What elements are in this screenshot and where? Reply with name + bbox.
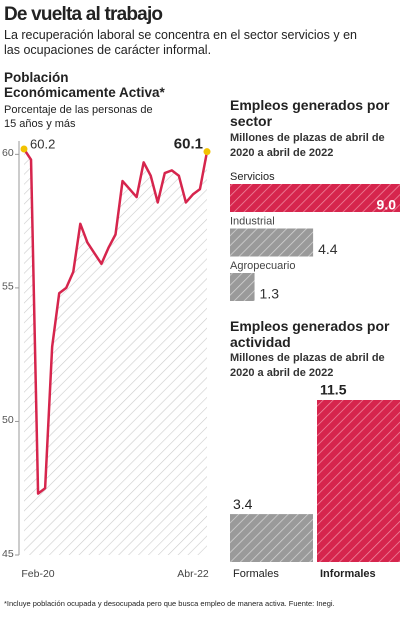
y-tick-label: 60 xyxy=(2,147,14,159)
y-tick-label: 45 xyxy=(2,548,14,560)
subtitle: La recuperación laboral se concentra en … xyxy=(4,28,357,57)
title: De vuelta al trabajo xyxy=(4,4,163,25)
chart-title: Empleos generados por actividad xyxy=(230,318,390,350)
area xyxy=(24,149,207,555)
y-tick-label: 50 xyxy=(2,414,14,426)
footnote: *Incluye población ocupada y desocupada … xyxy=(4,599,335,608)
point xyxy=(203,148,211,156)
data-label: 60.2 xyxy=(30,136,55,151)
chart-subtitle: Millones de plazas de abril de 2020 a ab… xyxy=(230,132,385,159)
point xyxy=(20,145,28,153)
bar xyxy=(230,228,314,257)
category-label: Servicios xyxy=(230,171,275,183)
chart-subtitle: Porcentaje de las personas de 15 años y … xyxy=(4,104,153,130)
bar xyxy=(230,514,313,562)
category-label: Informales xyxy=(320,568,376,580)
bar xyxy=(230,273,255,301)
category-label: Agropecuario xyxy=(230,260,295,272)
bar xyxy=(317,400,400,562)
chart-subtitle: Millones de plazas de abril de 2020 a ab… xyxy=(230,352,385,379)
data-label: 60.1 xyxy=(174,136,203,153)
line xyxy=(22,148,209,495)
category-label: Industrial xyxy=(230,215,275,227)
category-label: Formales xyxy=(233,568,279,580)
x-tick-label: Abr-22 xyxy=(177,568,209,580)
data-label: 1.3 xyxy=(260,286,280,302)
chart-title: Empleos generados por sector xyxy=(230,97,390,129)
bar xyxy=(230,184,400,212)
data-label: 4.4 xyxy=(318,241,338,257)
x-tick-label: Feb-20 xyxy=(21,568,54,580)
chart-title: Población Económicamente Activa* xyxy=(4,70,165,100)
y-tick-label: 55 xyxy=(2,281,14,293)
data-label: 9.0 xyxy=(377,197,397,213)
data-label: 11.5 xyxy=(320,382,347,398)
data-label: 3.4 xyxy=(233,496,253,512)
